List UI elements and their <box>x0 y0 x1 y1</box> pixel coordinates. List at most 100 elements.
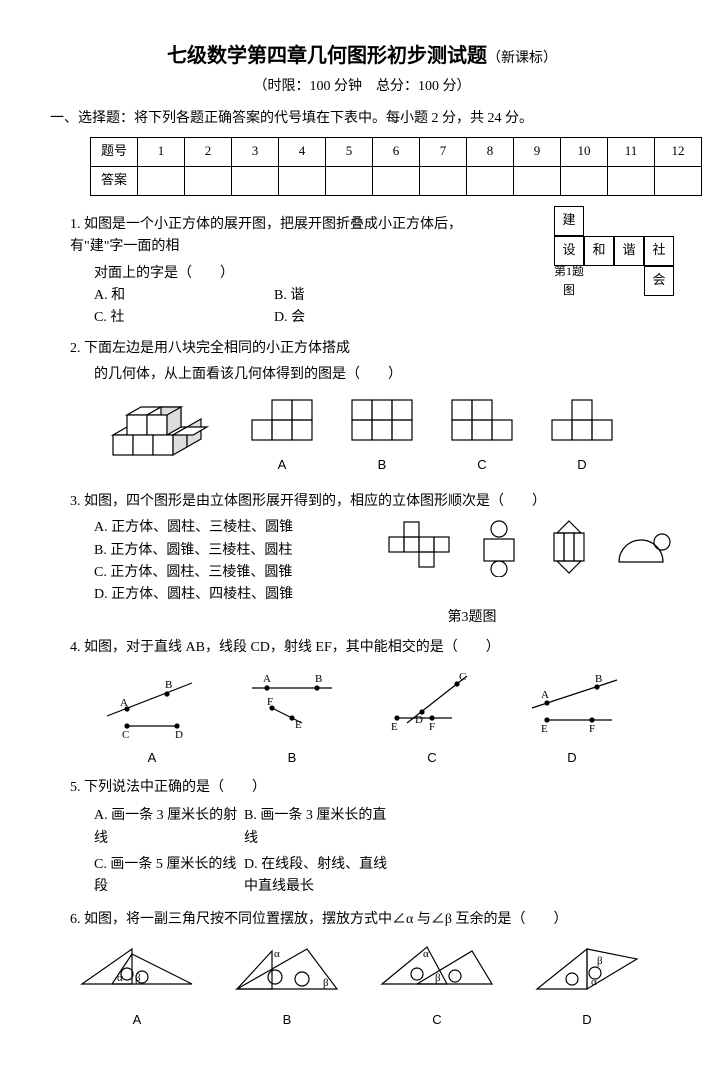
svg-text:E: E <box>295 719 302 731</box>
q1-fig-label: 第1题图 <box>554 266 584 296</box>
q5-optA: A. 画一条 3 厘米长的射线 <box>94 805 244 850</box>
grid-answer-cell <box>514 166 561 195</box>
svg-text:C: C <box>122 729 129 738</box>
page-title: 七级数学第四章几何图形初步测试题（新课标） <box>50 40 674 72</box>
grid-col: 10 <box>561 137 608 166</box>
net-cell: 会 <box>644 266 674 296</box>
q5-optB: B. 画一条 3 厘米长的直线 <box>244 805 394 850</box>
q3-optC: C. 正方体、圆柱、三棱锥、圆锥 <box>94 562 293 584</box>
q1-optA: A. 和 <box>94 285 234 307</box>
svg-text:α: α <box>423 948 429 960</box>
grid-col: 4 <box>279 137 326 166</box>
grid-answer-cell <box>655 166 702 195</box>
q2-text: 2. 下面左边是用八块完全相同的小正方体搭成 <box>70 338 514 360</box>
grid-answer-cell <box>138 166 185 195</box>
grid-answer-cell <box>561 166 608 195</box>
svg-text:F: F <box>589 723 595 735</box>
grid-col: 11 <box>608 137 655 166</box>
grid-row-header: 题号 1 2 3 4 5 6 7 8 9 10 11 12 <box>91 137 702 166</box>
q3-text: 3. 如图，四个图形是由立体图形展开得到的，相应的立体图形顺次是（ ） <box>70 491 674 513</box>
svg-text:A: A <box>541 689 549 701</box>
grid-col: 2 <box>185 137 232 166</box>
q1-figure: 建 设和谐社 第1题图会 <box>524 206 674 304</box>
svg-text:E: E <box>541 723 548 735</box>
svg-text:E: E <box>391 721 398 733</box>
net-cell: 和 <box>584 236 614 266</box>
q2-figures: A B C D <box>50 395 674 483</box>
svg-text:β: β <box>597 955 603 967</box>
q6-labelB: B <box>227 1010 347 1031</box>
q4-text: 4. 如图，对于直线 AB，线段 CD，射线 EF，其中能相交的是（ ） <box>70 637 674 659</box>
grid-col: 1 <box>138 137 185 166</box>
answer-grid: 题号 1 2 3 4 5 6 7 8 9 10 11 12 答案 <box>90 137 702 196</box>
q3-fig-label: 第3题图 <box>270 607 674 629</box>
q5-text: 5. 下列说法中正确的是（ ） <box>70 777 674 799</box>
q2-labelD: D <box>547 455 617 476</box>
grid-answer-cell <box>185 166 232 195</box>
q2-labelB: B <box>347 455 417 476</box>
svg-text:D: D <box>415 714 423 726</box>
grid-col: 6 <box>373 137 420 166</box>
net-cell: 建 <box>554 206 584 236</box>
grid-row-answers: 答案 <box>91 166 702 195</box>
q4-optC-fig: C D E F C <box>377 668 487 769</box>
section-1-heading: 一、选择题：将下列各题正确答案的代号填在下表中。每小题 2 分，共 24 分。 <box>50 108 674 130</box>
grid-label-qnum: 题号 <box>91 137 138 166</box>
title-suffix: （新课标） <box>487 51 557 66</box>
q4-labelB: B <box>237 748 347 769</box>
q2-labelA: A <box>247 455 317 476</box>
q4-optD-fig: AB EF D <box>517 668 627 769</box>
q3-optD: D. 正方体、圆柱、四棱柱、圆锥 <box>94 584 293 606</box>
svg-text:D: D <box>175 729 183 738</box>
subtitle: （时限：100 分钟 总分：100 分） <box>50 76 674 98</box>
q4-labelD: D <box>517 748 627 769</box>
q5-optC: C. 画一条 5 厘米长的线段 <box>94 854 244 899</box>
q4-labelA: A <box>97 748 207 769</box>
q6-labelC: C <box>377 1010 497 1031</box>
q6-optD-fig: β α D <box>527 939 647 1030</box>
q6-figures: α β A α β B α β C β α <box>50 939 674 1030</box>
grid-col: 9 <box>514 137 561 166</box>
title-main: 七级数学第四章几何图形初步测试题 <box>167 45 487 67</box>
svg-text:α: α <box>274 948 280 960</box>
grid-answer-cell <box>326 166 373 195</box>
q5-optD: D. 在线段、射线、直线中直线最长 <box>244 854 394 899</box>
grid-answer-cell <box>232 166 279 195</box>
q1-optB: B. 谐 <box>274 285 414 307</box>
net-cell: 社 <box>644 236 674 266</box>
q6-optC-fig: α β C <box>377 939 497 1030</box>
q2-optC-fig: C <box>447 395 517 483</box>
q1-text2: 对面上的字是（ ） <box>94 263 514 285</box>
grid-col: 7 <box>420 137 467 166</box>
grid-col: 5 <box>326 137 373 166</box>
q2-optD-fig: D <box>547 395 617 483</box>
svg-text:F: F <box>267 696 273 708</box>
q1-text: 1. 如图是一个小正方体的展开图，把展开图折叠成小正方体后，有"建"字一面的相 <box>70 214 514 259</box>
q6-text: 6. 如图，将一副三角尺按不同位置摆放，摆放方式中∠α 与∠β 互余的是（ ） <box>70 909 674 931</box>
grid-answer-cell <box>467 166 514 195</box>
q1-optD: D. 会 <box>274 307 414 329</box>
q3-optA: A. 正方体、圆柱、三棱柱、圆锥 <box>94 517 293 539</box>
q6-labelD: D <box>527 1010 647 1031</box>
net-cell: 谐 <box>614 236 644 266</box>
svg-text:C: C <box>459 671 466 683</box>
grid-label-answer: 答案 <box>91 166 138 195</box>
svg-text:B: B <box>165 679 172 691</box>
q3-figures <box>384 517 674 577</box>
q4-labelC: C <box>377 748 487 769</box>
q3-optB: B. 正方体、圆锥、三棱柱、圆柱 <box>94 540 293 562</box>
grid-col: 12 <box>655 137 702 166</box>
q2-solid <box>107 395 217 483</box>
q4-figures: AB CD A AB FE B CD EF C AB EF D <box>50 668 674 769</box>
grid-answer-cell <box>373 166 420 195</box>
grid-answer-cell <box>279 166 326 195</box>
q6-labelA: A <box>77 1010 197 1031</box>
grid-col: 3 <box>232 137 279 166</box>
q6-optA-fig: α β A <box>77 939 197 1030</box>
q4-optA-fig: AB CD A <box>97 668 207 769</box>
q2-optA-fig: A <box>247 395 317 483</box>
q2-optB-fig: B <box>347 395 417 483</box>
q2-text2: 的几何体，从上面看该几何体得到的图是（ ） <box>94 364 514 386</box>
svg-text:F: F <box>429 721 435 733</box>
svg-text:B: B <box>315 673 322 685</box>
